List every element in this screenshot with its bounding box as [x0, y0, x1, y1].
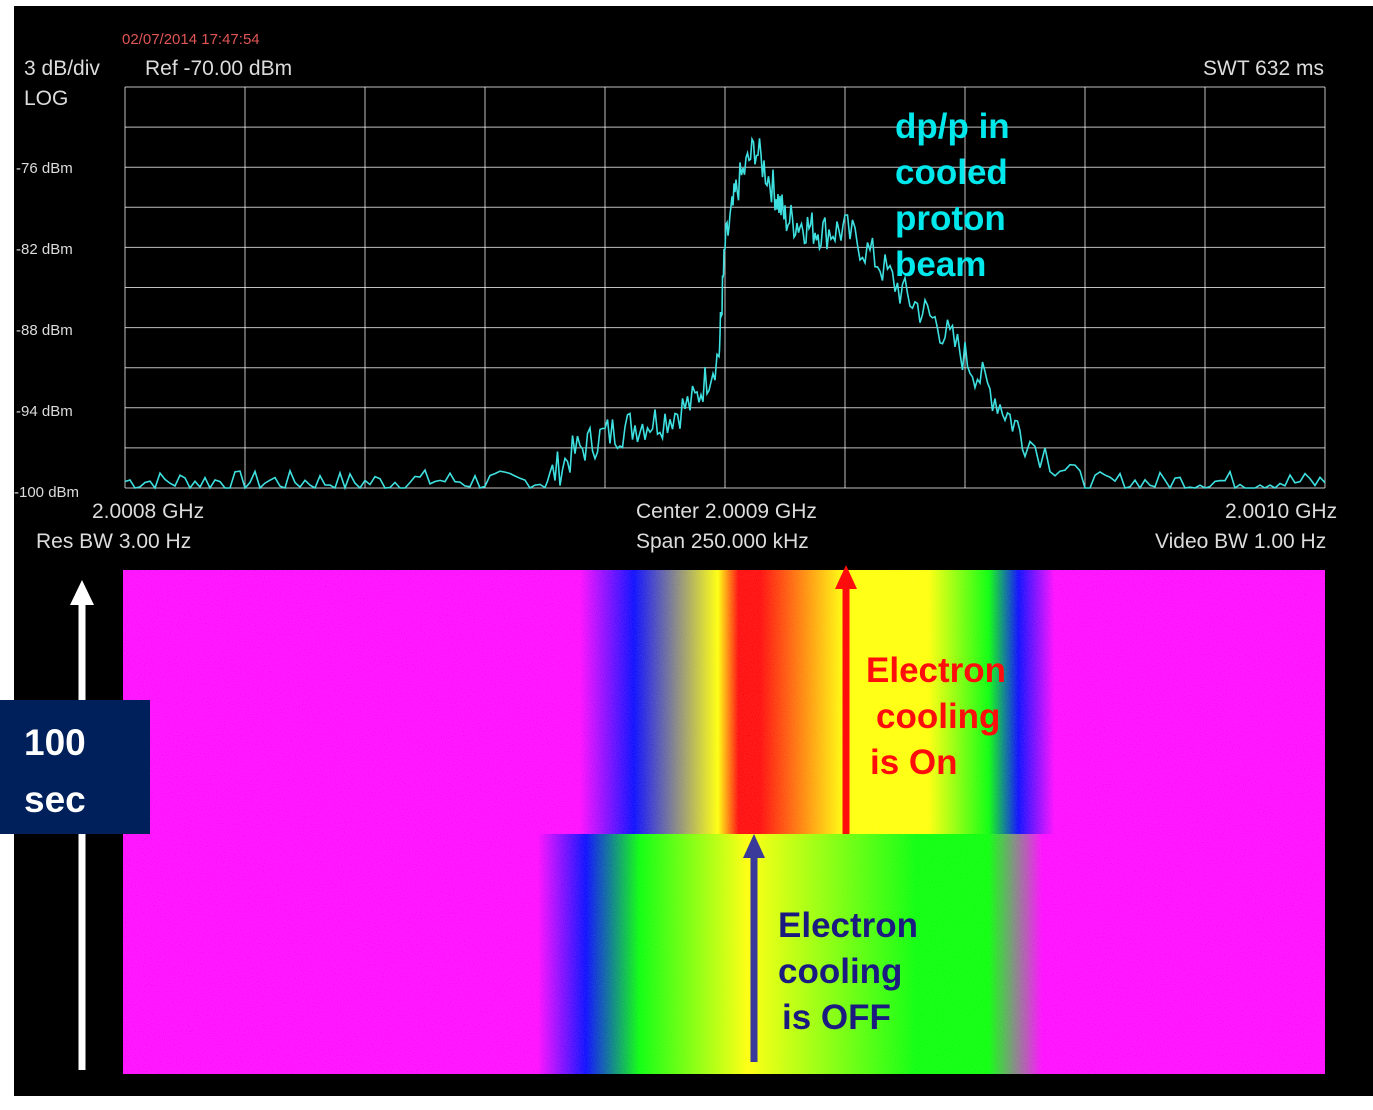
span-label: Span 250.000 kHz — [636, 530, 809, 553]
annotation-line: is OFF — [782, 998, 891, 1037]
annotation-line: is On — [870, 743, 958, 782]
y-tick-label: -94 dBm — [16, 403, 73, 420]
y-tick-label: -100 dBm — [14, 484, 80, 501]
time-arrow-head — [70, 580, 94, 605]
scale-label: 3 dB/div — [24, 57, 100, 80]
annotation-line: Electron — [866, 651, 1007, 690]
annotation-line: cooling — [876, 697, 1001, 736]
time-scale-badge: 100 sec — [0, 700, 150, 834]
y-tick-label: -88 dBm — [16, 322, 73, 339]
res-bw-label: Res BW 3.00 Hz — [36, 530, 192, 553]
center-frequency-label: Center 2.0009 GHz — [636, 500, 817, 523]
annotation-line: Electron — [778, 906, 919, 945]
timestamp: 02/07/2014 17:47:54 — [122, 31, 260, 48]
dp-over-p-annotation: dp/p in cooled proton beam — [895, 104, 1115, 288]
sweep-time-label: SWT 632 ms — [1203, 57, 1324, 80]
stop-frequency-label: 2.0010 GHz — [1225, 500, 1338, 523]
time-unit: sec — [24, 779, 86, 820]
annotation-line: cooled — [895, 153, 1008, 192]
cooling-off-arrow-head — [743, 834, 765, 858]
plot-grid — [124, 86, 1326, 489]
video-bw-label: Video BW 1.00 Hz — [1155, 530, 1327, 553]
y-tick-label: -82 dBm — [16, 241, 73, 258]
annotation-line: dp/p in — [895, 107, 1010, 146]
log-mode-label: LOG — [24, 87, 69, 110]
cooling-on-arrow-head — [835, 565, 857, 589]
start-frequency-label: 2.0008 GHz — [92, 500, 205, 523]
time-value: 100 — [24, 722, 86, 763]
ref-level-label: Ref -70.00 dBm — [145, 57, 293, 80]
cooling-off-annotation: Electron cooling is OFF — [778, 903, 978, 1041]
annotation-line: proton — [895, 199, 1006, 238]
y-tick-label: -76 dBm — [16, 160, 73, 177]
annotation-line: cooling — [778, 952, 903, 991]
spectrum-plot — [124, 86, 1326, 491]
spectrum-trace — [124, 136, 1326, 491]
annotation-line: beam — [895, 245, 987, 284]
cooling-on-annotation: Electron cooling is On — [866, 648, 1066, 786]
waterfall-noise — [123, 570, 1325, 1074]
